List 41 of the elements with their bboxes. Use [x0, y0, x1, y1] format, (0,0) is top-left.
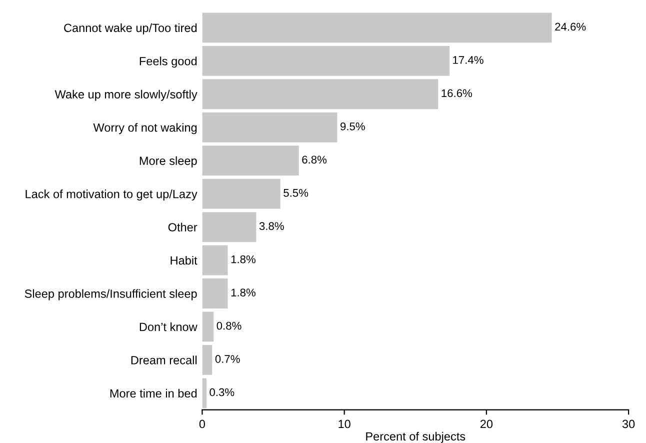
- y-tick-label: Sleep problems/Insufficient sleep: [24, 289, 197, 300]
- data-label: 1.8%: [231, 288, 256, 296]
- bar: [202, 312, 214, 342]
- data-label: 16.6%: [442, 89, 472, 98]
- data-label: 0.7%: [215, 355, 240, 363]
- data-label: 24.6%: [555, 22, 586, 31]
- x-tick-label: 30: [622, 420, 635, 428]
- data-label: 17.4%: [453, 56, 484, 64]
- y-tick-label: More sleep: [140, 156, 197, 168]
- bar: [202, 344, 212, 375]
- y-tick-label: Other: [168, 222, 198, 232]
- y-tick-label: Worry of not waking: [93, 123, 197, 134]
- bar: [202, 112, 338, 142]
- x-tick-label: 20: [480, 420, 493, 428]
- bar: [202, 378, 206, 408]
- x-tick-label: 0: [199, 420, 206, 428]
- y-tick-label: More time in bed: [110, 388, 197, 398]
- x-axis-title: Percent of subjects: [366, 432, 466, 443]
- y-tick-label: Dream recall: [131, 356, 197, 364]
- y-tick-label: Habit: [170, 256, 198, 265]
- x-tick-label: 10: [338, 420, 350, 428]
- bar: [202, 12, 552, 43]
- data-label: 6.8%: [302, 156, 327, 164]
- data-label: 3.8%: [259, 222, 284, 230]
- data-label: 0.3%: [210, 388, 234, 396]
- bar: [202, 212, 256, 242]
- y-tick-label: Wake up more slowly/softly: [54, 90, 198, 101]
- bar: [202, 79, 438, 110]
- data-label: 1.8%: [231, 255, 256, 264]
- bar: [202, 178, 280, 209]
- y-tick-label: Feels good: [140, 56, 197, 68]
- data-label: 0.8%: [216, 322, 242, 330]
- bar: [202, 146, 299, 176]
- data-label: 5.5%: [284, 188, 308, 197]
- bar: [202, 46, 450, 76]
- bar: [202, 245, 228, 276]
- y-tick-label: Lack of motivation to get up/Lazy: [26, 190, 198, 201]
- bar: [202, 278, 228, 308]
- data-label: 9.5%: [340, 122, 365, 130]
- y-tick-label: Don’t know: [140, 322, 198, 332]
- y-tick-label: Cannot wake up/Too tired: [64, 23, 197, 34]
